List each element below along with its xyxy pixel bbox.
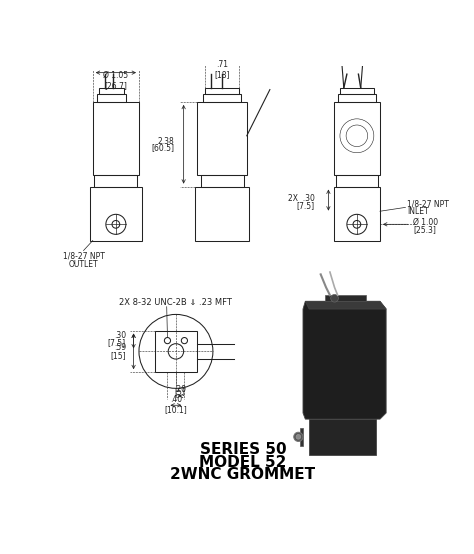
Bar [155,331,197,372]
Bar [195,187,249,240]
Text: [10.1]: [10.1] [164,406,187,414]
Text: OUTLET: OUTLET [69,260,98,269]
Text: SERIES 50: SERIES 50 [200,443,286,458]
Text: [15]: [15] [110,351,126,360]
Text: INLET: INLET [407,207,428,216]
Text: [60.5]: [60.5] [151,143,174,152]
Text: 2X  .30: 2X .30 [288,194,315,203]
Bar [337,94,376,102]
Polygon shape [303,301,386,419]
Text: [25.3]: [25.3] [413,225,436,234]
Bar [340,88,374,94]
Text: 2X 8-32 UNC-2B ⇓ .23 MFT: 2X 8-32 UNC-2B ⇓ .23 MFT [119,299,232,307]
Text: [5]: [5] [174,387,185,396]
Bar [90,187,142,240]
Bar [93,102,139,175]
Text: Ø 1.05
[26.7]: Ø 1.05 [26.7] [103,71,128,90]
Text: MODEL 52: MODEL 52 [199,455,287,470]
Text: [7.5]: [7.5] [296,201,315,211]
Text: 1/8-27 NPT: 1/8-27 NPT [63,252,104,260]
Circle shape [331,294,338,302]
Text: .40: .40 [170,394,182,404]
Circle shape [294,432,303,442]
Text: 1/8-27 NPT: 1/8-27 NPT [407,199,449,208]
Text: .30: .30 [114,331,126,341]
Bar [94,175,137,187]
Bar [99,88,124,94]
Text: .59: .59 [114,343,126,352]
Bar [198,102,247,175]
Text: .71
[18]: .71 [18] [214,60,230,79]
Bar [205,88,239,94]
Bar [201,175,244,187]
Bar [334,102,380,175]
Text: 2.38: 2.38 [158,137,174,146]
Bar [334,187,380,240]
Bar [203,94,241,102]
Bar [97,94,126,102]
Bar [336,175,378,187]
Text: [7.5]: [7.5] [108,337,126,347]
Polygon shape [309,419,376,455]
Circle shape [296,434,301,439]
Polygon shape [300,428,303,446]
Text: Ø 1.00: Ø 1.00 [413,218,438,227]
Text: .20: .20 [174,386,186,394]
Polygon shape [325,295,366,301]
Polygon shape [305,301,386,309]
Text: 2WNC GROMMET: 2WNC GROMMET [170,467,316,482]
